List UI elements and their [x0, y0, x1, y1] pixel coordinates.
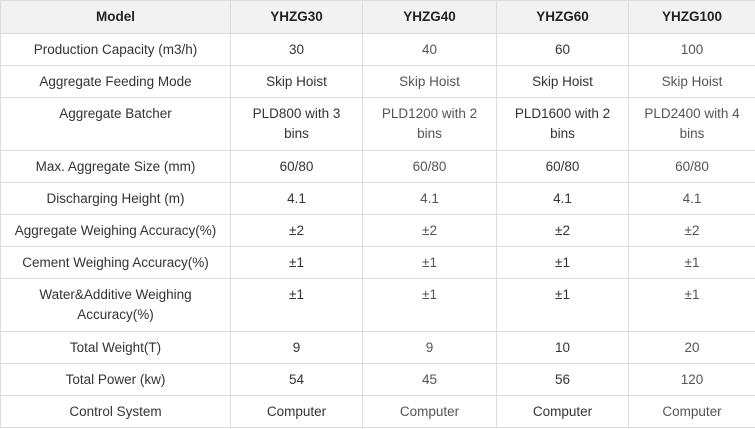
header-cell: YHZG30: [230, 0, 363, 34]
table-row: Control System Computer Computer Computer Co…: [0, 395, 755, 428]
table-cell: ±1: [496, 278, 629, 332]
table-cell: 60/80: [628, 150, 755, 183]
table-cell: ±1: [628, 246, 755, 279]
table-cell: ±1: [230, 246, 363, 279]
table-cell: ±1: [496, 246, 629, 279]
table-cell: 40: [362, 33, 497, 66]
header-cell: YHZG100: [628, 0, 755, 34]
table-cell: Computer: [628, 395, 755, 428]
table-cell: 120: [628, 363, 755, 396]
table-cell: Computer: [230, 395, 363, 428]
table-cell: Skip Hoist: [230, 65, 363, 98]
header-cell: YHZG40: [362, 0, 497, 34]
row-label: Total Power (kw): [0, 363, 231, 396]
table-cell: ±2: [496, 214, 629, 247]
table-cell: ±2: [362, 214, 497, 247]
row-label: Max. Aggregate Size (mm): [0, 150, 231, 183]
table-cell: 30: [230, 33, 363, 66]
table-cell: ±1: [362, 278, 497, 332]
table-row: Discharging Height (m) 4.1 4.1 4.1 4.1: [0, 182, 755, 215]
header-cell: Model: [0, 0, 231, 34]
table-cell: ±1: [230, 278, 363, 332]
header-row: Model YHZG30 YHZG40 YHZG60 YHZG100: [0, 0, 755, 34]
table-cell: PLD1200 with 2 bins: [362, 97, 497, 151]
row-label: Cement Weighing Accuracy(%): [0, 246, 231, 279]
table-cell: 4.1: [628, 182, 755, 215]
table-cell: 60/80: [230, 150, 363, 183]
row-label: Total Weight(T): [0, 331, 231, 364]
table-cell: 56: [496, 363, 629, 396]
table-row: Total Weight(T) 9 9 10 20: [0, 331, 755, 364]
table-cell: Skip Hoist: [496, 65, 629, 98]
row-label: Discharging Height (m): [0, 182, 231, 215]
table-cell: ±2: [628, 214, 755, 247]
row-label: Water&Additive Weighing Accuracy(%): [0, 278, 231, 332]
table-cell: 100: [628, 33, 755, 66]
table-cell: 4.1: [362, 182, 497, 215]
table-cell: ±1: [362, 246, 497, 279]
table-row: Production Capacity (m3/h) 30 40 60 100: [0, 33, 755, 66]
table-row: Max. Aggregate Size (mm) 60/80 60/80 60/80 6…: [0, 150, 755, 183]
row-label: Control System: [0, 395, 231, 428]
table-cell: Computer: [496, 395, 629, 428]
table-cell: Skip Hoist: [362, 65, 497, 98]
table-cell: 60/80: [362, 150, 497, 183]
table-cell: PLD2400 with 4 bins: [628, 97, 755, 151]
table-cell: ±1: [628, 278, 755, 332]
table-cell: 9: [362, 331, 497, 364]
table-body: Production Capacity (m3/h) 30 40 60 100 Aggre…: [0, 33, 755, 428]
table-cell: 4.1: [230, 182, 363, 215]
header-cell: YHZG60: [496, 0, 629, 34]
row-label: Production Capacity (m3/h): [0, 33, 231, 66]
row-label: Aggregate Weighing Accuracy(%): [0, 214, 231, 247]
table-cell: PLD1600 with 2 bins: [496, 97, 629, 151]
table-cell: 60: [496, 33, 629, 66]
table-row: Total Power (kw) 54 45 56 120: [0, 363, 755, 396]
table-cell: 45: [362, 363, 497, 396]
table-cell: 60/80: [496, 150, 629, 183]
table-row: Aggregate Feeding Mode Skip Hoist Skip Hoi…: [0, 65, 755, 98]
table-row: Cement Weighing Accuracy(%) ±1 ±1 ±1 ±1: [0, 246, 755, 279]
table-row: Aggregate Batcher PLD800 with 3 bins PLD12…: [0, 97, 755, 151]
table-cell: 9: [230, 331, 363, 364]
row-label: Aggregate Batcher: [0, 97, 231, 151]
table-cell: ±2: [230, 214, 363, 247]
table-row: Aggregate Weighing Accuracy(%) ±2 ±2 ±2 ±2: [0, 214, 755, 247]
table-cell: Skip Hoist: [628, 65, 755, 98]
table-cell: PLD800 with 3 bins: [230, 97, 363, 151]
table-cell: 54: [230, 363, 363, 396]
table-cell: 4.1: [496, 182, 629, 215]
table-cell: Computer: [362, 395, 497, 428]
table-cell: 20: [628, 331, 755, 364]
table-row: Water&Additive Weighing Accuracy(%) ±1 ±1 ±…: [0, 278, 755, 332]
table-cell: 10: [496, 331, 629, 364]
row-label: Aggregate Feeding Mode: [0, 65, 231, 98]
